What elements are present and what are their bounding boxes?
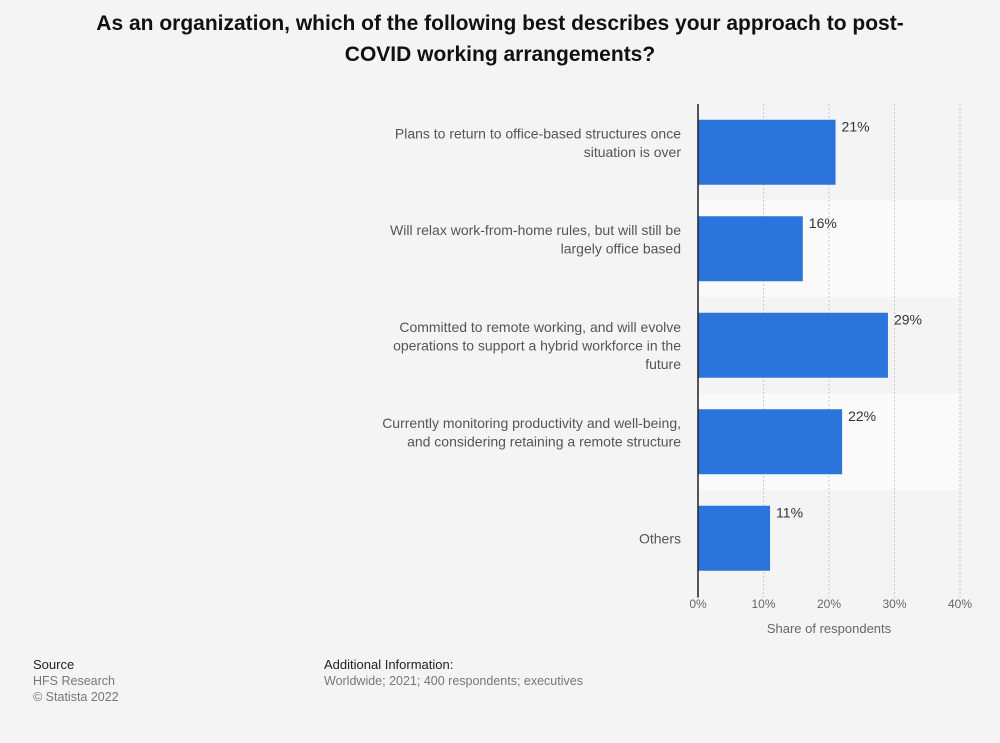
value-label: 11%: [776, 504, 803, 520]
category-labels: Plans to return to office-based structur…: [382, 126, 681, 547]
category-label: Currently monitoring productivity and we…: [382, 415, 681, 450]
additional-info-text: Worldwide; 2021; 400 respondents; execut…: [324, 674, 583, 688]
bar: [698, 409, 843, 475]
x-tick-label: 10%: [751, 597, 775, 611]
source-block: Source HFS Research © Statista 2022: [33, 657, 119, 705]
value-label: 29%: [894, 311, 922, 327]
category-label: Committed to remote working, and will ev…: [393, 319, 681, 372]
value-label: 22%: [848, 408, 876, 424]
bar: [698, 312, 888, 378]
x-axis-label: Share of respondents: [767, 621, 892, 636]
x-tick-label: 20%: [817, 597, 841, 611]
additional-info-block: Additional Information: Worldwide; 2021;…: [324, 657, 583, 689]
bar: [698, 505, 771, 571]
category-label: Plans to return to office-based structur…: [395, 126, 681, 161]
source-line-1: HFS Research: [33, 674, 115, 688]
bar: [698, 119, 836, 185]
value-labels: 21% 16% 29% 22% 11%: [776, 118, 922, 520]
bars: [698, 119, 888, 571]
category-label: Will relax work-from-home rules, but wil…: [390, 222, 681, 257]
x-tick-label: 30%: [882, 597, 906, 611]
value-label: 21%: [842, 118, 870, 134]
value-label: 16%: [809, 215, 837, 231]
category-label: Others: [639, 530, 681, 546]
source-line-2: © Statista 2022: [33, 690, 119, 704]
x-tick-label: 0%: [689, 597, 707, 611]
source-heading: Source: [33, 657, 75, 672]
x-tick-label: 40%: [948, 597, 972, 611]
bar: [698, 216, 803, 282]
chart-title: As an organization, which of the followi…: [96, 12, 904, 66]
x-tick-labels: 0% 10% 20% 30% 40%: [689, 597, 972, 611]
additional-info-heading: Additional Information:: [324, 657, 454, 672]
